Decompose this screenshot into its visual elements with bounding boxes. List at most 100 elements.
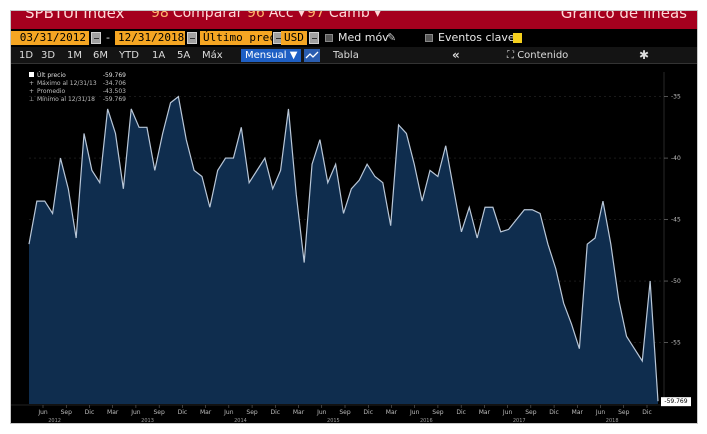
chart-canvas: -35 -40 -45 -50 -55 Jun Sep Dic Mar Jun Sep Dic Mar… <box>11 64 697 424</box>
legend-mean-label: Promedio <box>37 88 66 95</box>
options-toolbar: 03/31/2012 - 12/31/2018 Último prec USD … <box>11 29 697 47</box>
x-tick-label: Mar <box>386 409 398 416</box>
y-axis: -35 -40 -45 -50 -55 <box>663 72 681 404</box>
series-area <box>28 95 659 404</box>
chart-window: SPBTUI Index 98 Comparar 96 Acc ▾ 97 Camb ▾… <box>10 10 698 424</box>
x-tick-label: Jun <box>37 409 48 416</box>
actions-num: 96 <box>247 11 265 21</box>
x-tick-label: Mar <box>479 409 491 416</box>
legend-max-value: -34.706 <box>103 80 126 87</box>
y-tick-label: -50 <box>671 278 681 285</box>
range-ytd[interactable]: YTD <box>119 50 139 61</box>
table-view-button[interactable]: Tabla <box>333 50 359 61</box>
legend-last-label: Últ precio <box>37 72 66 79</box>
legend-mean-marker: + <box>29 88 34 95</box>
actions-label: Acc <box>268 11 294 21</box>
legend-max-label: Máximo al 12/31/13 <box>37 80 97 87</box>
triangle-down-icon: ▼ <box>289 50 298 61</box>
legend-min-marker: ⊥ <box>29 96 34 103</box>
series-line <box>28 95 659 402</box>
legend-min-value: -59.769 <box>103 96 126 103</box>
x-tick-label: Dic <box>271 409 281 416</box>
content-button[interactable]: ⛶ Contenido <box>507 47 568 64</box>
frequency-label: Mensual <box>245 50 287 61</box>
range-1m[interactable]: 1M <box>67 50 82 61</box>
x-tick-label: Dic <box>642 409 652 416</box>
legend-max-marker: + <box>29 80 34 87</box>
x-tick-label: Mar <box>107 409 119 416</box>
x-year-label: 2017 <box>513 418 526 424</box>
x-tick-label: Sep <box>432 409 444 416</box>
price-field-select[interactable]: Último prec <box>200 31 276 45</box>
gear-icon[interactable]: ✱ <box>639 48 650 62</box>
edit-menu[interactable]: 97 Camb ▾ <box>307 11 381 22</box>
header-bar: SPBTUI Index 98 Comparar 96 Acc ▾ 97 Camb ▾… <box>11 11 697 29</box>
key-events-label: Eventos clave <box>438 31 515 44</box>
x-axis: Jun Sep Dic Mar Jun Sep Dic Mar Jun Sep Dic Mar Jun S… <box>11 404 664 424</box>
date-separator: - <box>106 31 110 44</box>
x-year-label: 2018 <box>606 418 619 424</box>
x-tick-label: Jun <box>223 409 234 416</box>
x-tick-label: Jun <box>502 409 513 416</box>
x-tick-label: Dic <box>178 409 188 416</box>
x-year-label: 2013 <box>141 418 154 424</box>
x-tick-label: Dic <box>363 409 373 416</box>
y-tick-label: -40 <box>671 155 681 162</box>
x-year-label: 2016 <box>420 418 433 424</box>
range-1a[interactable]: 1A <box>152 50 166 61</box>
price-chart: -35 -40 -45 -50 -55 Jun Sep Dic Mar Jun Sep Dic Mar… <box>11 64 697 424</box>
compare-label: Comparar <box>172 11 243 21</box>
x-tick-label: Jun <box>316 409 327 416</box>
end-calendar-button[interactable] <box>187 32 197 44</box>
x-year-label: 2015 <box>327 418 340 424</box>
legend-last-swatch <box>29 72 34 77</box>
range-toolbar: 1D 3D 1M 6M YTD 1A 5A Máx Mensual ▼ Tabl… <box>11 47 697 64</box>
x-tick-label: Mar <box>572 409 584 416</box>
window-title: Gráfico de líneas <box>560 11 687 22</box>
last-value-tag-box <box>661 397 691 407</box>
compare-menu[interactable]: 98 Comparar <box>151 11 242 22</box>
x-tick-label: Jun <box>130 409 141 416</box>
chevron-down-icon: ▾ <box>369 11 382 21</box>
end-date-field[interactable]: 12/31/2018 <box>115 31 185 45</box>
currency-select[interactable]: USD <box>281 31 307 45</box>
x-tick-label: Sep <box>618 409 630 416</box>
actions-menu[interactable]: 96 Acc ▾ <box>247 11 305 22</box>
last-value-tag-text: -59.769 <box>664 398 687 405</box>
legend-last-value: -59.769 <box>103 72 126 79</box>
range-6m[interactable]: 6M <box>93 50 108 61</box>
x-tick-label: Dic <box>549 409 559 416</box>
x-tick-label: Mar <box>200 409 212 416</box>
x-tick-label: Jun <box>595 409 606 416</box>
edit-num: 97 <box>307 11 325 21</box>
content-label: Contenido <box>517 50 569 61</box>
edit-label: Camb <box>328 11 370 21</box>
range-3d[interactable]: 3D <box>41 50 56 61</box>
range-max[interactable]: Máx <box>202 50 223 61</box>
line-chart-icon[interactable] <box>304 49 320 62</box>
x-tick-label: Dic <box>85 409 95 416</box>
range-5a[interactable]: 5A <box>177 50 191 61</box>
x-tick-label: Jun <box>409 409 420 416</box>
x-tick-label: Sep <box>61 409 73 416</box>
key-events-icon[interactable] <box>513 33 522 43</box>
start-calendar-button[interactable] <box>91 32 101 44</box>
x-tick-label: Mar <box>293 409 305 416</box>
key-events-checkbox[interactable] <box>425 34 433 42</box>
x-tick-label: Dic <box>456 409 466 416</box>
x-tick-label: Sep <box>525 409 537 416</box>
x-tick-label: Sep <box>339 409 351 416</box>
range-1d[interactable]: 1D <box>19 50 34 61</box>
pencil-icon[interactable]: ✎ <box>387 31 397 44</box>
moving-avg-checkbox[interactable] <box>325 34 333 42</box>
security-ticker[interactable]: SPBTUI Index <box>25 11 125 22</box>
start-date-field[interactable]: 03/31/2012 <box>11 31 89 45</box>
x-year-label: 2012 <box>48 418 61 424</box>
y-tick-label: -45 <box>671 217 681 224</box>
collapse-button[interactable]: « <box>452 48 460 62</box>
y-tick-label: -35 <box>671 94 681 101</box>
y-tick-label: -55 <box>671 340 681 347</box>
frequency-select[interactable]: Mensual ▼ <box>241 49 302 62</box>
currency-dropdown-button[interactable] <box>309 32 319 44</box>
chevron-down-icon: ▾ <box>293 11 306 21</box>
